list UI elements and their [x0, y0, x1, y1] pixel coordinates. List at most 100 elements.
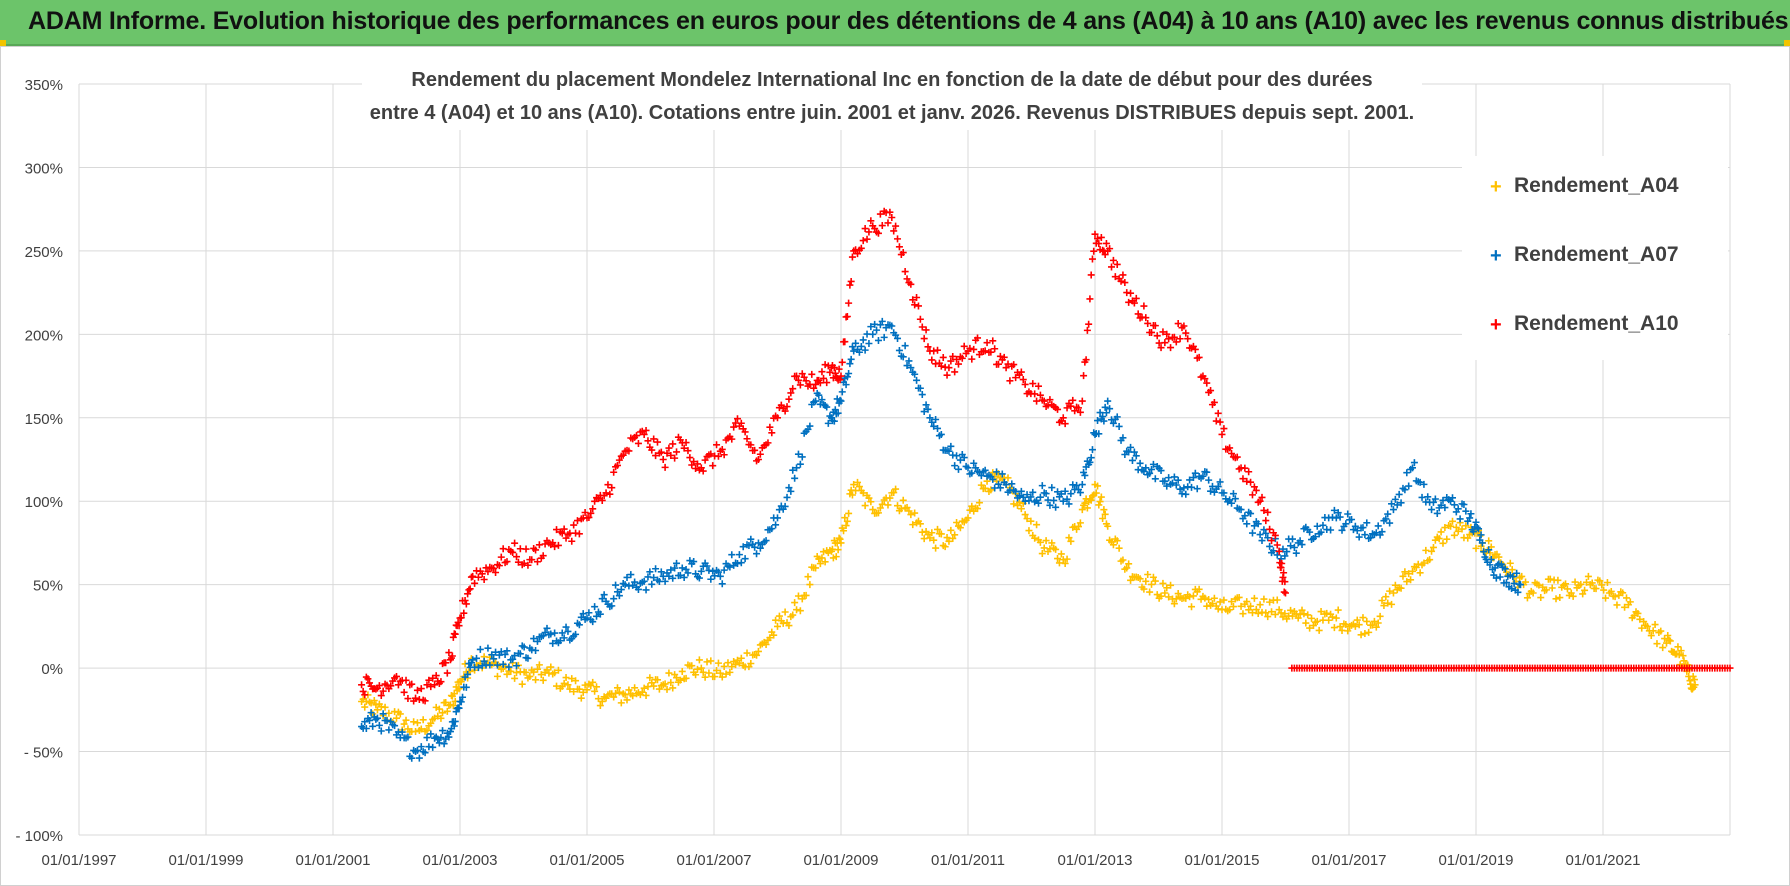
- data-point-a10: [413, 686, 421, 694]
- data-point-a07: [474, 664, 482, 672]
- data-point-a04: [455, 685, 463, 693]
- data-point-a07: [1191, 469, 1199, 477]
- data-point-a04: [1040, 544, 1048, 552]
- data-point-a07: [379, 710, 387, 718]
- legend-label-a07: Rendement_A07: [1514, 243, 1679, 266]
- data-point-a10: [425, 676, 433, 684]
- data-point-a10: [1111, 273, 1119, 281]
- data-point-a10: [391, 674, 399, 682]
- data-point-a07: [1393, 501, 1401, 509]
- data-point-a07: [1203, 468, 1211, 476]
- data-point-a07: [867, 323, 875, 331]
- data-point-a07: [737, 559, 745, 567]
- data-point-a07: [1148, 465, 1156, 473]
- data-point-a07: [1094, 417, 1102, 425]
- data-point-a04: [907, 511, 915, 519]
- data-point-a07: [954, 465, 962, 473]
- data-point-a04: [775, 612, 783, 620]
- data-point-a04: [682, 674, 690, 682]
- data-point-a10: [1157, 344, 1165, 352]
- data-point-a04: [665, 669, 673, 677]
- data-point-a07: [1367, 534, 1375, 542]
- data-point-a07: [1515, 580, 1523, 588]
- data-point-a07: [524, 654, 532, 662]
- data-point-a04: [673, 674, 681, 682]
- data-point-a04: [762, 640, 770, 648]
- data-point-a07: [1157, 467, 1165, 475]
- data-point-a04: [949, 534, 957, 542]
- data-point-a04: [842, 522, 850, 530]
- data-point-a10: [695, 466, 703, 474]
- data-point-a07: [657, 568, 665, 576]
- data-point-a07: [1492, 574, 1500, 582]
- data-point-a04: [646, 674, 654, 682]
- data-point-a04: [1673, 650, 1681, 658]
- data-point-a07: [1311, 533, 1319, 541]
- data-point-a04: [1100, 506, 1108, 514]
- data-point-a10: [800, 373, 808, 381]
- data-point-a10: [669, 440, 677, 448]
- data-point-a07: [1292, 549, 1300, 557]
- data-point-a07: [922, 401, 930, 409]
- data-point-a07: [1159, 477, 1167, 485]
- data-point-a10: [652, 452, 660, 460]
- data-point-a04: [413, 719, 421, 727]
- data-point-a07: [1487, 556, 1495, 564]
- data-point-a07: [1100, 417, 1108, 425]
- data-point-a07: [1462, 507, 1470, 515]
- data-point-a10: [1057, 417, 1065, 425]
- data-point-a10: [802, 377, 810, 385]
- data-point-a07: [1424, 493, 1432, 501]
- data-point-a10: [914, 302, 922, 310]
- data-point-a10: [1282, 589, 1289, 597]
- data-point-a10: [680, 444, 688, 452]
- data-point-a10: [598, 496, 606, 504]
- data-point-a04: [393, 714, 400, 722]
- data-point-a07: [413, 746, 421, 754]
- data-point-a07: [1128, 456, 1136, 464]
- data-point-a04: [1634, 609, 1642, 617]
- data-point-a07: [1348, 516, 1356, 524]
- data-point-a10: [1159, 328, 1167, 336]
- data-point-a04: [1136, 575, 1144, 583]
- data-point-a04: [1508, 566, 1516, 574]
- data-point-a07: [977, 472, 985, 480]
- data-point-a07: [865, 340, 873, 348]
- data-point-a04: [579, 688, 587, 696]
- data-point-a07: [733, 560, 741, 568]
- data-point-a07: [880, 333, 888, 341]
- data-point-a07: [838, 388, 846, 396]
- data-point-a07: [398, 728, 406, 736]
- data-point-a04: [1250, 594, 1258, 602]
- data-point-a10: [751, 446, 759, 454]
- data-point-a04: [1357, 631, 1365, 639]
- data-point-a04: [754, 647, 762, 655]
- data-point-a07: [703, 562, 711, 570]
- data-point-a10: [772, 412, 780, 420]
- data-point-a07: [785, 484, 793, 492]
- data-point-a10: [625, 447, 633, 455]
- data-point-a04: [1165, 593, 1173, 601]
- data-point-a10: [1080, 372, 1088, 380]
- data-point-a07: [1087, 454, 1095, 462]
- data-point-a07: [642, 586, 650, 594]
- data-point-a07: [1502, 579, 1510, 587]
- x-tick-label: 01/01/2017: [1311, 852, 1386, 869]
- data-point-a10: [863, 235, 871, 243]
- data-point-a07: [826, 412, 834, 420]
- data-point-a10: [543, 537, 551, 545]
- x-tick-label: 01/01/1997: [41, 852, 116, 869]
- data-point-a07: [1486, 561, 1494, 569]
- data-point-a07: [781, 502, 789, 510]
- data-point-a04: [1391, 581, 1399, 589]
- data-point-a04: [522, 668, 530, 676]
- data-point-a10: [511, 539, 519, 547]
- data-point-a10: [1138, 313, 1146, 321]
- data-point-a10: [1132, 294, 1140, 302]
- data-point-a04: [594, 695, 602, 703]
- data-point-a10: [549, 539, 557, 547]
- data-point-a10: [1029, 380, 1037, 388]
- data-point-a07: [857, 342, 865, 350]
- data-point-a07: [579, 610, 587, 618]
- data-point-a04: [726, 668, 734, 676]
